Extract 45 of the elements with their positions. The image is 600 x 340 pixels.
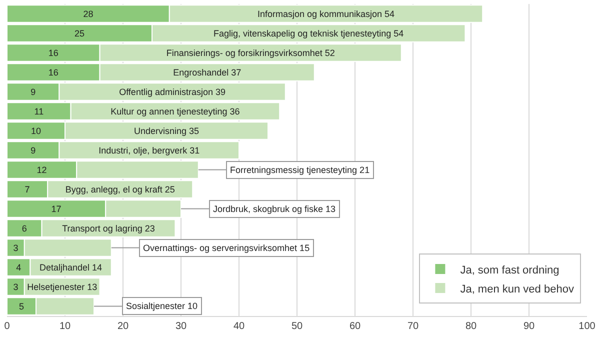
data-label: 12: [36, 164, 47, 175]
data-label: Engroshandel 37: [173, 67, 242, 78]
data-label: Undervisning 35: [134, 126, 200, 136]
data-label: 16: [48, 48, 58, 58]
data-label: Detaljhandel 14: [40, 262, 102, 272]
legend-label: Ja, men kun ved behov: [460, 283, 574, 296]
data-label: Overnattings- og serveringsvirksomhet 15: [143, 243, 310, 253]
data-label: 28: [83, 8, 94, 19]
data-label: Offentlig administrasjon 39: [119, 86, 226, 97]
data-label: Transport og lagring 23: [62, 223, 155, 234]
data-label: Kultur og annen tjenesteyting 36: [110, 106, 240, 116]
data-label: 25: [74, 28, 85, 38]
x-tick-label: 60: [349, 321, 361, 332]
x-tick-label: 0: [4, 321, 10, 332]
data-label: 10: [30, 126, 42, 136]
data-label: 9: [30, 86, 36, 97]
data-label: 4: [16, 262, 22, 272]
x-tick-label: 50: [291, 321, 303, 332]
legend-label: Ja, som fast ordning: [460, 264, 560, 276]
data-label: 11: [34, 106, 44, 116]
data-label: Faglig, vitenskapelig og teknisk tjenesteyting 54: [214, 28, 404, 38]
data-label: 7: [24, 184, 30, 194]
data-label: 6: [22, 223, 27, 234]
data-label: 17: [51, 204, 62, 214]
data-label: Finansierings- og forsikringsvirksomhet 52: [166, 48, 335, 58]
data-label: Informasjon og kommunikasjon 54: [257, 8, 395, 19]
data-label: Bygg, anlegg, el og kraft 25: [65, 184, 175, 194]
data-label: 3: [13, 282, 18, 292]
data-label: Sosialtjenester 10: [126, 301, 198, 311]
x-tick-label: 10: [59, 321, 71, 332]
x-tick-label: 40: [233, 321, 245, 332]
data-label: Forretningsmessig tjenesteyting 21: [230, 165, 370, 175]
data-label: 5: [18, 301, 24, 312]
data-label: Helsetjenester 13: [27, 282, 98, 292]
data-label: Jordbruk, skogbruk og fiske 13: [213, 204, 336, 214]
x-tick-label: 90: [523, 321, 535, 332]
x-tick-label: 100: [578, 321, 596, 332]
x-tick-label: 30: [175, 321, 187, 332]
data-label: 9: [30, 145, 36, 156]
data-label: Industri, olje, bergverk 31: [98, 145, 200, 156]
x-tick-label: 80: [465, 321, 477, 332]
data-label: 3: [13, 242, 18, 253]
x-tick-label: 20: [117, 321, 129, 332]
x-tick-label: 70: [407, 321, 419, 332]
data-label: 16: [48, 67, 58, 78]
